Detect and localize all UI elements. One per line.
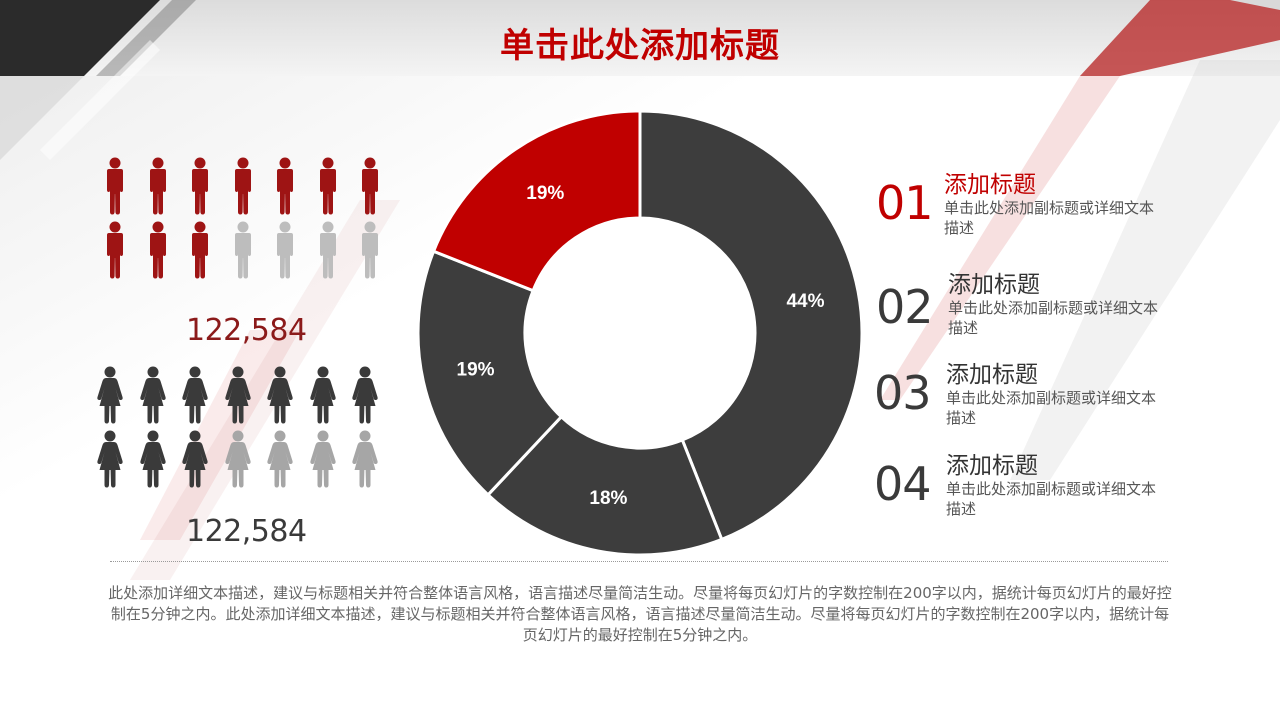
male-person-icon bbox=[107, 157, 123, 215]
female-person-icon bbox=[352, 366, 378, 424]
female-count: 122,584 bbox=[186, 514, 307, 549]
male-person-icon bbox=[234, 157, 251, 215]
male-person-icon bbox=[234, 221, 251, 279]
legend-desc-2: 单击此处添加副标题或详细文本描述 bbox=[948, 299, 1159, 337]
female-person-icon bbox=[309, 430, 336, 488]
donut-slice-3 bbox=[416, 249, 564, 497]
female-person-icon bbox=[182, 366, 208, 424]
dotted-divider bbox=[110, 561, 1168, 562]
legend-number-4: 04 bbox=[874, 457, 932, 511]
female-person-icon bbox=[352, 430, 378, 488]
male-person-icon bbox=[149, 221, 166, 279]
male-person-icon bbox=[149, 157, 166, 215]
footnote-text: 此处添加详细文本描述，建议与标题相关并符合整体语言风格，语言描述尽量简洁生动。尽… bbox=[108, 584, 1172, 644]
legend-item-2: 02 添加标题 单击此处添加副标题或详细文本描述 bbox=[876, 272, 1163, 338]
donut-chart: 44% 18% 19% 19% bbox=[416, 109, 864, 557]
legend-item-4: 04 添加标题 单击此处添加副标题或详细文本描述 bbox=[874, 453, 1161, 519]
male-person-icon bbox=[319, 157, 336, 215]
female-person-icon bbox=[97, 430, 123, 488]
legend-title-4: 添加标题 bbox=[946, 453, 1038, 479]
donut-label-4: 19% bbox=[526, 183, 564, 204]
donut-label-1: 44% bbox=[786, 291, 824, 312]
donut-slice-4 bbox=[431, 109, 642, 293]
male-person-icon bbox=[362, 157, 378, 215]
female-person-icon bbox=[224, 366, 251, 424]
male-person-icon bbox=[192, 157, 208, 215]
legend-item-1: 01 添加标题 单击此处添加副标题或详细文本描述 bbox=[876, 172, 1159, 238]
female-person-icon bbox=[267, 366, 293, 424]
legend-title-1: 添加标题 bbox=[944, 172, 1036, 198]
legend-item-3: 03 添加标题 单击此处添加副标题或详细文本描述 bbox=[874, 362, 1161, 428]
donut-label-2: 18% bbox=[589, 488, 627, 509]
page-title: 单击此处添加标题 bbox=[500, 26, 780, 66]
legend-title-3: 添加标题 bbox=[946, 362, 1038, 388]
male-person-icon bbox=[107, 221, 123, 279]
legend-number-1: 01 bbox=[876, 176, 934, 230]
legend-desc-3: 单击此处添加副标题或详细文本描述 bbox=[946, 389, 1157, 427]
female-person-icon bbox=[139, 430, 166, 488]
female-person-icon bbox=[309, 366, 336, 424]
donut-label-3: 19% bbox=[457, 359, 495, 380]
male-person-icon bbox=[319, 221, 336, 279]
female-person-icon bbox=[139, 366, 166, 424]
donut-slice-1 bbox=[638, 109, 864, 542]
legend-desc-4: 单击此处添加副标题或详细文本描述 bbox=[946, 480, 1157, 518]
male-person-icon bbox=[192, 221, 208, 279]
female-people-grid bbox=[96, 366, 394, 488]
female-person-icon bbox=[182, 430, 208, 488]
legend-title-2: 添加标题 bbox=[948, 272, 1040, 298]
male-person-icon bbox=[277, 221, 293, 279]
male-person-icon bbox=[277, 157, 293, 215]
male-person-icon bbox=[362, 221, 378, 279]
legend-desc-1: 单击此处添加副标题或详细文本描述 bbox=[944, 199, 1155, 237]
male-count: 122,584 bbox=[186, 313, 307, 348]
donut-slice-2 bbox=[485, 414, 724, 557]
legend-number-2: 02 bbox=[876, 280, 934, 334]
male-people-grid bbox=[101, 157, 399, 279]
legend-number-3: 03 bbox=[874, 366, 932, 420]
female-person-icon bbox=[97, 366, 123, 424]
female-person-icon bbox=[267, 430, 293, 488]
female-person-icon bbox=[224, 430, 251, 488]
